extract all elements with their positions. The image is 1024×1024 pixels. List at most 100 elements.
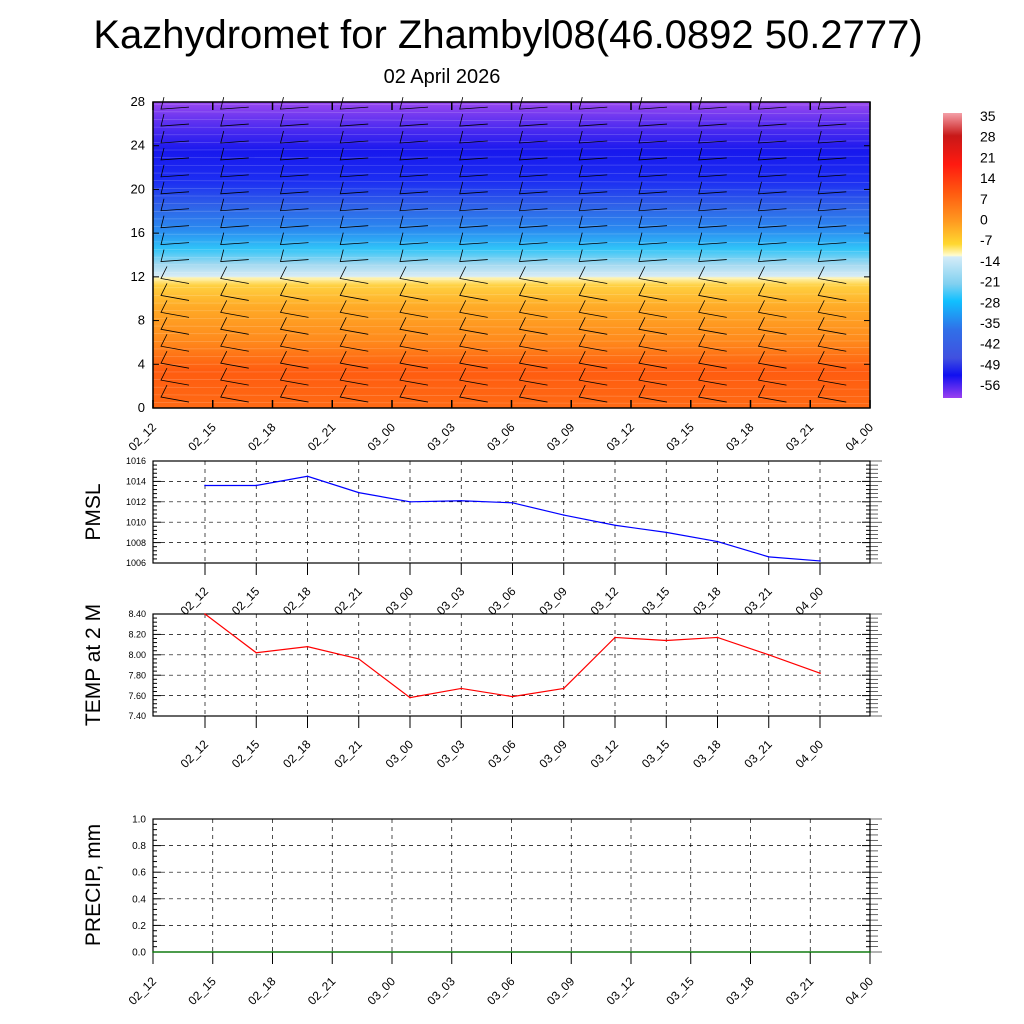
wind-barb [279, 351, 309, 369]
wind-barb [698, 266, 727, 284]
wind-barb [279, 317, 309, 335]
wind-barb [220, 164, 249, 178]
wind-barb [518, 367, 548, 386]
wind-barb [578, 147, 608, 161]
precip-x-tick-label: 04_00 [843, 974, 877, 1008]
wind-barb [459, 249, 488, 262]
temperature-contour [152, 379, 871, 381]
wind-barb [757, 384, 787, 403]
pmsl-data-point [204, 484, 206, 487]
wind-barb [459, 367, 488, 386]
wind-barb [279, 130, 309, 144]
section-x-tick-label: 03_21 [783, 420, 817, 454]
pmsl-data-point [767, 556, 770, 558]
wind-barb [160, 351, 190, 369]
wind-barb [459, 266, 488, 284]
section-x-tick-label: 02_12 [126, 420, 160, 454]
wind-barb [220, 97, 249, 110]
wind-barb [578, 249, 608, 262]
wind-barb [160, 130, 190, 144]
precip-data-point [211, 951, 214, 953]
wind-barb [757, 198, 787, 212]
wind-barb [518, 97, 548, 110]
temperature-contour [152, 347, 871, 350]
wind-barb [279, 113, 309, 127]
temperature-contour [152, 264, 871, 267]
wind-barb [757, 181, 787, 195]
wind-barb [698, 215, 727, 229]
wind-barb [399, 232, 429, 246]
wind-barb [339, 317, 369, 335]
wind-barb [698, 113, 727, 127]
precip-x-tick-label: 03_15 [663, 974, 697, 1008]
wind-barb [339, 181, 369, 195]
wind-barb [339, 198, 369, 212]
wind-barb [817, 351, 847, 369]
pmsl-data-point [255, 484, 258, 487]
wind-barb [757, 266, 787, 284]
wind-barb [518, 317, 548, 335]
temp-data-point [204, 613, 206, 615]
wind-barb [160, 164, 190, 178]
precip-data-point [271, 951, 274, 953]
colorbar-label: -42 [980, 336, 1000, 352]
temperature-contour [152, 126, 871, 129]
pmsl-data-point [409, 501, 411, 503]
wind-barb [459, 97, 488, 110]
wind-barb [220, 384, 249, 403]
wind-barb [817, 300, 847, 318]
wind-barb [698, 198, 727, 212]
precip-x-tick-label: 03_00 [365, 974, 399, 1008]
wind-barb [339, 164, 369, 178]
wind-barb [757, 283, 787, 301]
wind-barb [279, 164, 309, 178]
wind-barb [160, 266, 190, 284]
colorbar-label: -7 [980, 232, 993, 248]
temp-data-point [409, 696, 411, 699]
wind-barb [220, 334, 249, 352]
wind-barb [638, 317, 668, 335]
temp-x-tick-label: 03_21 [741, 737, 775, 771]
wind-barb [339, 283, 369, 301]
pmsl-data-point [819, 560, 821, 562]
wind-barb [459, 130, 488, 144]
wind-barb [220, 215, 249, 229]
wind-barb [698, 97, 727, 110]
wind-barb [220, 232, 249, 246]
temp-y-tick-label: 7.80 [128, 670, 146, 680]
pmsl-x-tick-label: 03_15 [639, 584, 673, 618]
temperature-contour [152, 216, 871, 220]
temp-x-tick-label: 03_00 [383, 737, 417, 771]
precip-y-tick-label: 0.6 [132, 868, 146, 879]
wind-barb [578, 164, 608, 178]
wind-barb [399, 164, 429, 178]
temp-x-tick-label: 03_12 [588, 737, 622, 771]
wind-barb [817, 147, 847, 161]
temperature-contour [152, 224, 871, 227]
precip-data-point [869, 951, 871, 953]
section-x-tick-label: 03_03 [424, 420, 458, 454]
colorbar-label: 7 [980, 191, 988, 207]
wind-barb [399, 300, 429, 318]
precip-x-tick-label: 03_12 [604, 974, 638, 1008]
temperature-contour [152, 180, 871, 183]
temp-data-point [614, 636, 616, 639]
wind-barb [459, 113, 488, 127]
temperature-contour [152, 325, 871, 329]
temp-data-point [460, 687, 463, 690]
wind-barb [399, 215, 429, 229]
section-x-tick-label: 04_00 [843, 420, 877, 454]
wind-barb [160, 317, 190, 335]
wind-barb [399, 198, 429, 212]
pmsl-x-tick-label: 03_12 [588, 584, 622, 618]
wind-barb [279, 147, 309, 161]
wind-barb [578, 130, 608, 144]
temperature-contour [152, 394, 871, 398]
wind-barb [220, 198, 249, 212]
wind-barb [817, 130, 847, 144]
precip-data-point [570, 951, 573, 953]
wind-barb [757, 164, 787, 178]
wind-barb [698, 164, 727, 178]
wind-barb [279, 232, 309, 246]
temp-x-tick-label: 02_12 [178, 737, 212, 771]
